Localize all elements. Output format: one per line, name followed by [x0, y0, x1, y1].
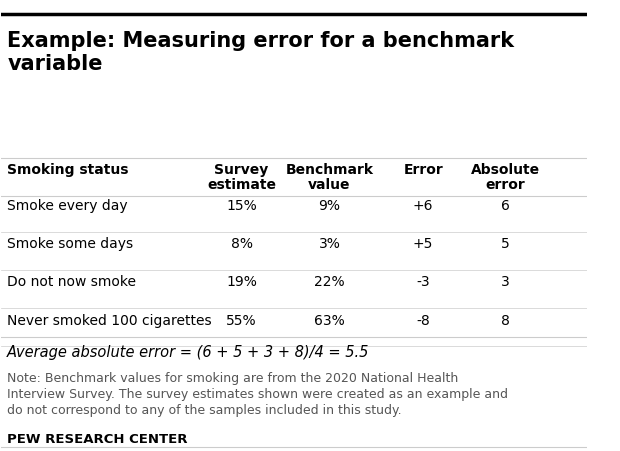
Text: Error: Error	[403, 163, 443, 177]
Text: 5: 5	[501, 237, 510, 251]
Text: 15%: 15%	[226, 198, 257, 212]
Text: Example: Measuring error for a benchmark
variable: Example: Measuring error for a benchmark…	[7, 31, 515, 74]
Text: 9%: 9%	[319, 198, 340, 212]
Text: 3%: 3%	[319, 237, 340, 251]
Text: 8: 8	[501, 313, 510, 327]
Text: Smoking status: Smoking status	[7, 163, 129, 177]
Text: +5: +5	[413, 237, 433, 251]
Text: 8%: 8%	[231, 237, 252, 251]
Text: Absolute
error: Absolute error	[471, 163, 540, 192]
Text: 19%: 19%	[226, 275, 257, 289]
Text: Note: Benchmark values for smoking are from the 2020 National Health
Interview S: Note: Benchmark values for smoking are f…	[7, 371, 508, 416]
Text: 3: 3	[501, 275, 510, 289]
Text: Benchmark
value: Benchmark value	[285, 163, 373, 192]
Text: PEW RESEARCH CENTER: PEW RESEARCH CENTER	[7, 432, 188, 445]
Text: 6: 6	[501, 198, 510, 212]
Text: 22%: 22%	[314, 275, 345, 289]
Text: -8: -8	[416, 313, 430, 327]
Text: Never smoked 100 cigarettes: Never smoked 100 cigarettes	[7, 313, 212, 327]
Text: Average absolute error = (6 + 5 + 3 + 8)/4 = 5.5: Average absolute error = (6 + 5 + 3 + 8)…	[7, 344, 370, 359]
Text: Smoke every day: Smoke every day	[7, 198, 128, 212]
Text: Do not now smoke: Do not now smoke	[7, 275, 136, 289]
Text: Smoke some days: Smoke some days	[7, 237, 133, 251]
Text: 55%: 55%	[226, 313, 257, 327]
Text: Survey
estimate: Survey estimate	[207, 163, 276, 192]
Text: +6: +6	[413, 198, 433, 212]
Text: 63%: 63%	[314, 313, 345, 327]
Text: -3: -3	[417, 275, 430, 289]
